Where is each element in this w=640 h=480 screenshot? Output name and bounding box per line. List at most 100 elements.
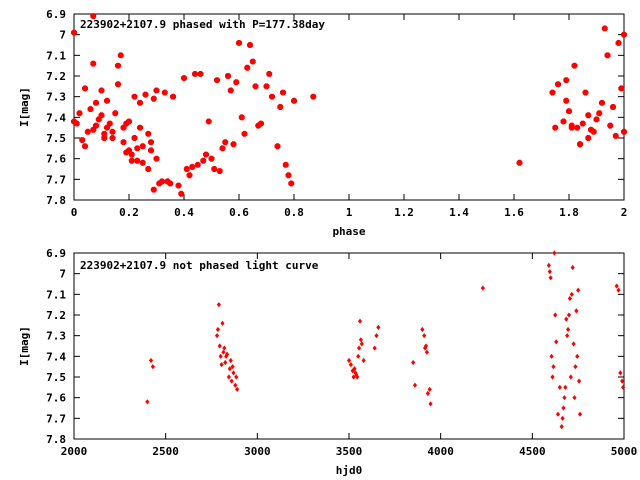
phased-y-tick-label: 7.8 <box>46 194 66 207</box>
unphased-y-tick-label: 7.4 <box>46 350 66 363</box>
phased-data-point <box>208 155 215 162</box>
unphased-y-tick-label: 7.2 <box>46 309 66 322</box>
phased-data-point <box>189 164 196 170</box>
phased-title: 223902+2107.9 phased with P=177.38day <box>80 18 325 31</box>
unphased-y-tick-label: 7.8 <box>46 433 66 446</box>
unphased-data-point <box>233 382 238 388</box>
phased-data-point <box>203 151 209 158</box>
unphased-data-point <box>411 359 416 366</box>
phased-data-point <box>621 128 627 135</box>
phased-x-tick-label: 1 <box>346 206 353 219</box>
unphased-data-point <box>150 364 155 370</box>
phased-x-tick-label: 0.8 <box>284 206 304 219</box>
phased-data-point <box>84 128 91 135</box>
phased-data-point <box>596 110 603 117</box>
phased-data-point <box>142 91 149 98</box>
phased-data-point <box>98 112 105 119</box>
unphased-data-point <box>361 357 366 364</box>
phased-data-point <box>148 147 154 154</box>
unphased-data-point <box>575 353 580 359</box>
phased-data-point <box>82 143 88 150</box>
phased-x-tick-label: 1.4 <box>449 206 469 219</box>
unphased-data-point <box>226 374 231 380</box>
phased-data-point <box>115 62 121 69</box>
phased-data-point <box>582 89 589 96</box>
unphased-y-axis-label: I[mag] <box>18 326 31 366</box>
phased-data-point <box>593 116 600 123</box>
unphased-data-point <box>566 312 572 318</box>
phased-data-point <box>618 85 625 92</box>
unphased-data-point <box>546 262 551 268</box>
unphased-data-point <box>230 364 235 370</box>
phased-ticks: 0 0.2 0.4 0.6 0.8 1 1.2 1.4 1.6 1.8 2 6.9 7 7.1 7.2 7.3… <box>46 8 627 219</box>
phased-data-point <box>90 60 97 67</box>
phased-data-point <box>200 157 207 164</box>
phased-y-axis-label: I[mag] <box>18 87 31 127</box>
phased-data-point <box>79 137 86 143</box>
phased-data-point <box>131 93 138 100</box>
phased-data-point <box>258 120 264 127</box>
unphased-data-point <box>351 374 356 380</box>
unphased-data-point <box>372 345 377 351</box>
phased-data-point <box>590 128 597 135</box>
unphased-data-point <box>231 370 236 376</box>
unphased-data-point <box>574 308 579 314</box>
unphased-data-point <box>554 339 559 345</box>
unphased-title: 223902+2107.9 not phased light curve <box>80 259 319 272</box>
phased-panel: 0 0.2 0.4 0.6 0.8 1 1.2 1.4 1.6 1.8 2 6.9 7 7.1 7.2 7.3… <box>18 8 627 238</box>
phased-data-point <box>222 139 229 146</box>
phased-data-point <box>227 87 234 94</box>
phased-data-point <box>82 85 88 92</box>
unphased-data-point <box>222 345 227 351</box>
phased-data-point <box>310 93 317 100</box>
phased-data-point <box>134 157 141 164</box>
unphased-x-tick-label: 4000 <box>427 445 454 458</box>
phased-x-tick-label: 1.2 <box>394 206 414 219</box>
phased-data-point <box>153 87 160 94</box>
unphased-data-point <box>376 324 381 330</box>
phased-x-tick-label: 1.6 <box>504 206 524 219</box>
phased-data-point <box>214 77 220 84</box>
phased-y-tick-label: 7.2 <box>46 70 66 83</box>
phased-x-tick-label: 0.2 <box>119 206 139 219</box>
phased-y-tick-label: 7.7 <box>46 173 66 186</box>
phased-data-point <box>252 83 259 90</box>
unphased-data-point <box>225 351 230 357</box>
unphased-y-tick-label: 6.9 <box>46 247 66 260</box>
phased-data-point <box>230 141 237 148</box>
unphased-data-point <box>568 374 573 380</box>
phased-data-point <box>549 89 556 96</box>
phased-data-point <box>585 135 592 141</box>
phased-data-point <box>563 77 570 84</box>
unphased-data-point <box>618 370 623 376</box>
phased-x-tick-label: 1.8 <box>559 206 579 219</box>
phased-x-tick-label: 0 <box>71 206 78 219</box>
unphased-data-point <box>428 401 433 407</box>
phased-data-point <box>170 93 176 100</box>
phased-data-point <box>90 13 97 19</box>
phased-data-point <box>577 141 583 148</box>
unphased-data-point <box>352 366 357 372</box>
phased-data-point <box>263 83 270 90</box>
unphased-data-point <box>561 405 566 411</box>
unphased-x-tick-label: 3000 <box>244 445 271 458</box>
unphased-data-point <box>564 316 569 322</box>
unphased-data-point <box>220 320 225 326</box>
phased-data-point <box>604 52 611 59</box>
phased-y-tick-label: 7 <box>59 29 66 42</box>
phased-data-point <box>621 31 627 38</box>
phased-data-point <box>120 139 127 146</box>
unphased-data-point <box>359 341 364 347</box>
unphased-data-point <box>358 337 363 343</box>
phased-data-point <box>194 161 201 168</box>
phased-data-point <box>71 29 77 36</box>
unphased-data-point <box>621 384 626 390</box>
unphased-data-point <box>357 345 362 351</box>
phased-data-point <box>134 145 141 152</box>
phased-data-point <box>183 166 190 172</box>
phased-data-point <box>161 89 168 96</box>
unphased-data-point <box>348 362 353 368</box>
unphased-data-point <box>423 343 429 349</box>
unphased-y-tick-label: 7.5 <box>46 371 66 384</box>
